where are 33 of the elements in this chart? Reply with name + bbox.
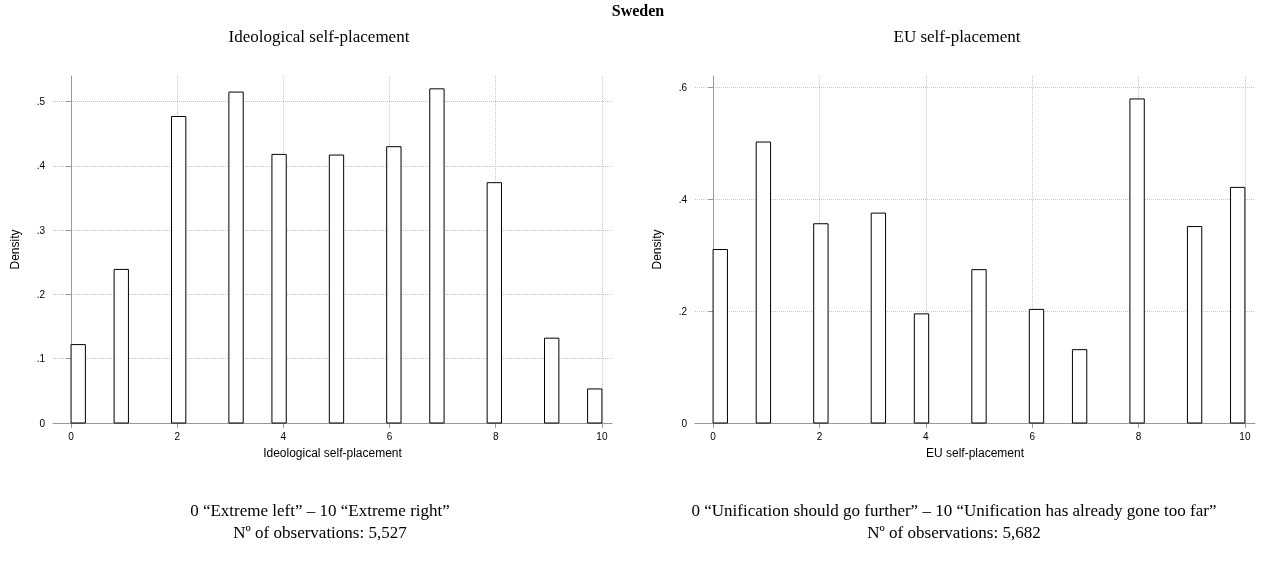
text: Nº of observations: 5,527 bbox=[232, 522, 408, 544]
x-tick-label: 0 bbox=[710, 430, 717, 442]
y-tick-label: .3 bbox=[36, 224, 46, 236]
y-tick-label: .4 bbox=[36, 160, 46, 172]
text: 0 “Extreme left” – 10 “Extreme right” bbox=[189, 500, 451, 522]
x-tick-label: 6 bbox=[386, 430, 393, 442]
y-tick-label: 0 bbox=[39, 417, 46, 429]
x-tick-label: 8 bbox=[492, 430, 499, 442]
x-axis-title: EU self-placement bbox=[925, 446, 1025, 460]
x-tick-label: 2 bbox=[174, 430, 181, 442]
x-tick-label: 0 bbox=[68, 430, 75, 442]
text: Nº of observations: 5,682 bbox=[866, 522, 1042, 544]
chart-title: Ideological self-placement bbox=[227, 27, 411, 47]
y-axis-title: Density bbox=[8, 229, 22, 270]
x-tick-label: 2 bbox=[816, 430, 823, 442]
x-tick-label: 10 bbox=[596, 430, 608, 442]
y-tick-label: .2 bbox=[678, 305, 688, 317]
chart-title: EU self-placement bbox=[892, 27, 1022, 47]
y-tick-label: .5 bbox=[36, 96, 46, 108]
x-tick-label: 4 bbox=[280, 430, 287, 442]
x-tick-label: 10 bbox=[1239, 430, 1251, 442]
x-tick-label: 4 bbox=[923, 430, 930, 442]
y-tick-label: .6 bbox=[678, 81, 688, 93]
y-tick-label: .1 bbox=[36, 353, 46, 365]
text: Sweden bbox=[610, 2, 666, 20]
x-axis-title: Ideological self-placement bbox=[263, 446, 403, 460]
x-tick-label: 6 bbox=[1029, 430, 1036, 442]
y-axis-title: Density bbox=[650, 229, 664, 270]
y-tick-label: .4 bbox=[678, 193, 688, 205]
y-tick-label: 0 bbox=[681, 417, 688, 429]
y-tick-label: .2 bbox=[36, 288, 46, 300]
x-tick-label: 8 bbox=[1135, 430, 1142, 442]
text: 0 “Unification should go further” – 10 “Unification has already gone too far” bbox=[690, 500, 1218, 522]
